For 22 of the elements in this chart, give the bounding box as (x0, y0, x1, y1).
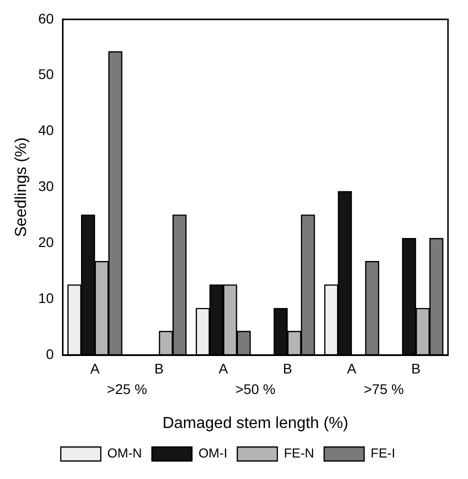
y-tick-label: 10 (38, 290, 54, 306)
y-tick-label: 60 (38, 10, 54, 26)
y-tick-label: 30 (38, 178, 54, 194)
x-tick-label: A (347, 360, 358, 376)
legend-label: FE-N (284, 446, 314, 461)
x-tick-label: B (411, 360, 421, 376)
y-tick-label: 50 (38, 66, 54, 82)
legend-label: OM-N (107, 446, 142, 461)
y-axis-title: Seedlings (%) (13, 137, 30, 238)
text: >25 % (106, 380, 148, 397)
legend-label: OM-I (198, 446, 228, 461)
y-tick-label: 40 (38, 122, 54, 138)
x-tick-label: A (90, 360, 100, 376)
x-tick-label: B (282, 360, 292, 376)
y-tick-label: 0 (46, 346, 54, 362)
x-tick-label: A (218, 360, 229, 376)
text: >75 % (364, 380, 404, 397)
y-tick-label: 20 (38, 234, 54, 250)
legend-label: FE-I (370, 446, 396, 461)
x-tick-label: B (154, 360, 164, 376)
text: >50 % (235, 380, 276, 397)
x-axis-title: Damaged stem length (%) (162, 414, 348, 432)
